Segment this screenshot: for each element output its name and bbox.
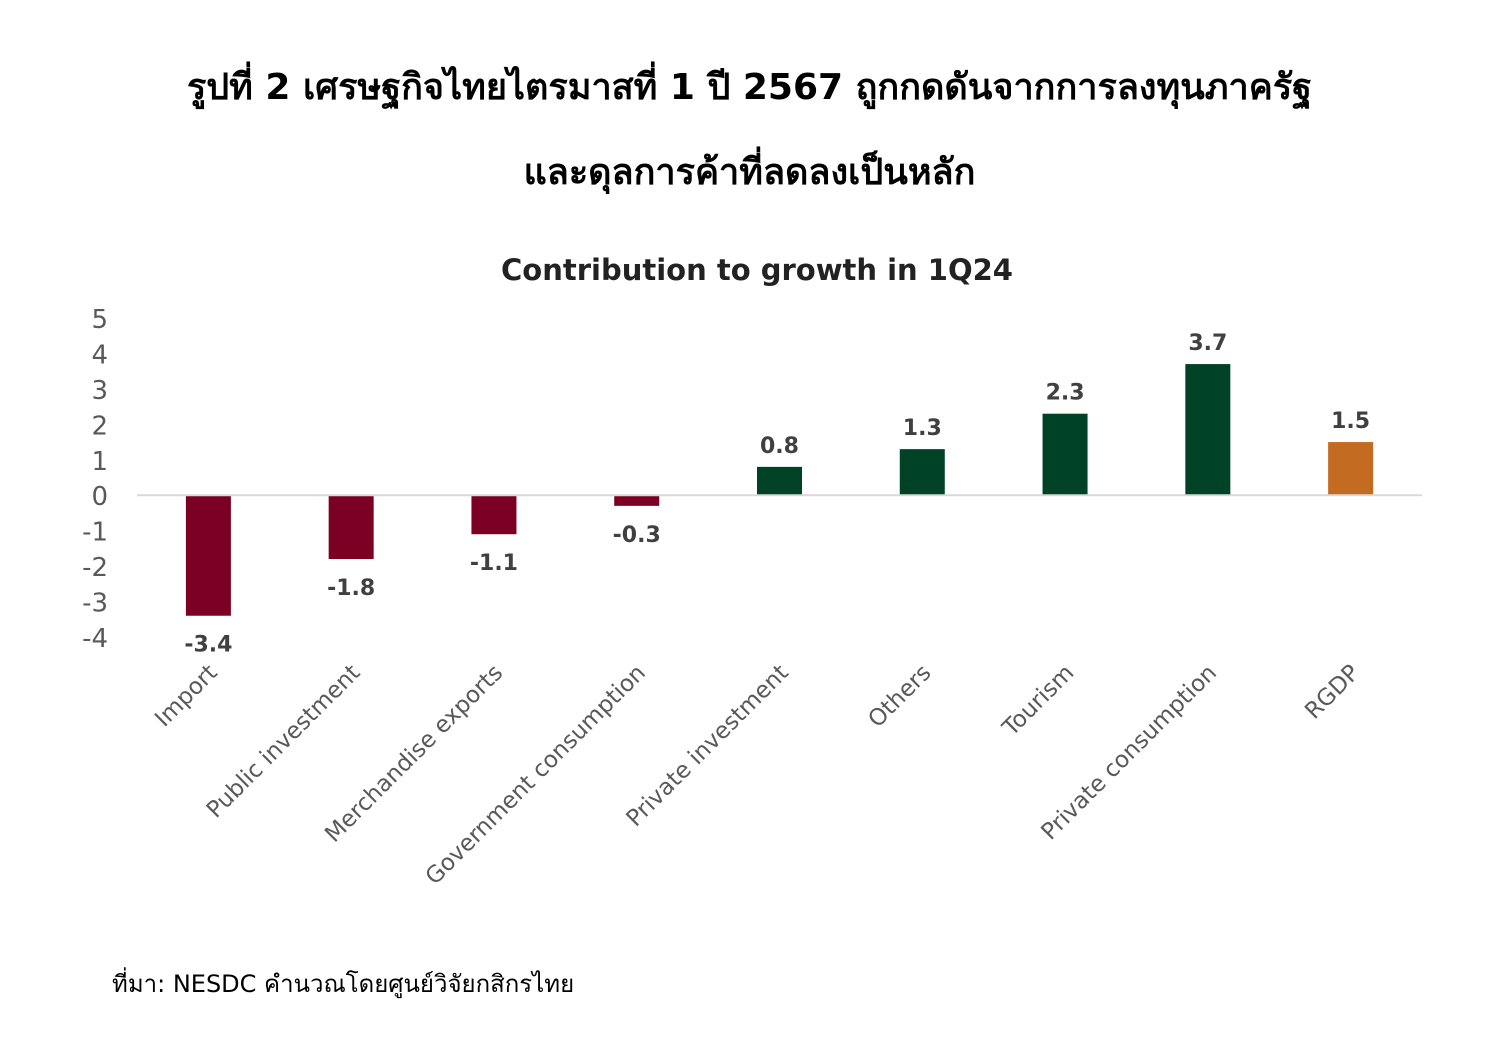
y-tick-label: -4 — [82, 624, 108, 654]
y-tick-label: -3 — [82, 589, 108, 619]
data-label: -1.1 — [470, 551, 518, 576]
bar — [1185, 364, 1231, 496]
category-label: Tourism — [997, 660, 1079, 742]
category-label: Public investment — [202, 660, 366, 824]
data-label: 0.8 — [760, 434, 799, 459]
data-labels: -3.4 -1.8 -1.1 -0.3 0.8 1.3 2.3 3.7 1.5 — [184, 331, 1370, 658]
figure-heading-line-2: และดุลการค้าที่ลดลงเป็นหลัก — [523, 152, 976, 193]
y-tick-label: 2 — [91, 411, 108, 441]
category-label: Import — [150, 660, 222, 732]
category-label: Private investment — [622, 660, 794, 832]
bar — [757, 466, 802, 496]
bar — [1328, 442, 1374, 496]
contribution-bar-chart: Contribution to growth in 1Q24 5 4 3 2 1 0 -1 -… — [82, 253, 1422, 890]
bar — [614, 495, 660, 506]
bar — [471, 495, 517, 535]
data-label: 2.3 — [1046, 381, 1085, 406]
data-label: -3.4 — [184, 633, 232, 658]
bar — [328, 495, 374, 560]
source-note: ที่มา: NESDC คำนวณโดยศูนย์วิจัยกสิกรไทย — [112, 970, 575, 998]
chart-title: Contribution to growth in 1Q24 — [501, 253, 1013, 287]
data-label: -1.8 — [327, 576, 375, 601]
y-tick-label: 5 — [91, 305, 108, 335]
data-label: 1.3 — [903, 416, 942, 441]
data-label: 1.5 — [1331, 409, 1370, 434]
y-tick-label: -1 — [82, 518, 108, 548]
data-label: 3.7 — [1188, 331, 1227, 356]
y-axis: 5 4 3 2 1 0 -1 -2 -3 -4 — [82, 305, 108, 654]
category-label: RGDP — [1300, 660, 1365, 725]
y-tick-label: 4 — [91, 340, 108, 370]
y-tick-label: -2 — [82, 553, 108, 583]
category-label: Others — [863, 660, 936, 733]
y-tick-label: 0 — [91, 482, 108, 512]
figure-heading-line-1: รูปที่ 2 เศรษฐกิจไทยไตรมาสที่ 1 ปี 2567 … — [186, 67, 1313, 108]
bar — [899, 449, 945, 496]
bar — [185, 495, 231, 616]
y-tick-label: 3 — [91, 376, 108, 406]
data-label: -0.3 — [613, 523, 661, 548]
bar — [1042, 413, 1088, 496]
y-tick-label: 1 — [91, 447, 108, 477]
bars — [185, 364, 1374, 616]
